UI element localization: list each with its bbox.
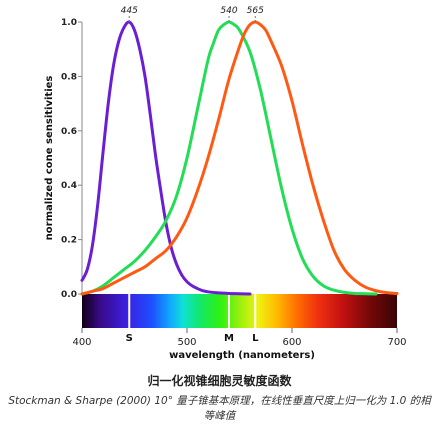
- x-tick-label: 600: [282, 337, 301, 348]
- y-tick-label: 1.0: [61, 18, 77, 28]
- peak-label: 565: [247, 6, 264, 16]
- x-axis-title: wavelength (nanometers): [169, 350, 315, 361]
- series-line-s: [80, 20, 252, 296]
- series-line-m: [80, 20, 378, 296]
- caption-title: 归一化视锥细胞灵敏度函数: [147, 374, 292, 388]
- series-lines: [80, 20, 399, 296]
- y-tick-label: 0.8: [61, 72, 77, 82]
- cone-sensitivity-chart: 0.0 0.2 0.4 0.6 0.8 1.0 400 500 600 700 445 540 56…: [44, 6, 407, 361]
- caption-text: Stockman & Sharpe (2000) 10° 量子锥基本原理，在线性…: [8, 395, 431, 422]
- y-axis-title: normalized cone sensitivities: [44, 76, 55, 241]
- peak-label: 540: [220, 6, 237, 16]
- y-ticks: 0.0 0.2 0.4 0.6 0.8 1.0: [61, 18, 82, 300]
- x-tick-label: 400: [72, 337, 91, 348]
- cone-label-s: S: [126, 333, 133, 344]
- cone-label-m: M: [224, 333, 234, 344]
- y-tick-label: 0.4: [61, 181, 77, 191]
- y-tick-label: 0.0: [61, 290, 77, 300]
- x-ticks: 400 500 600 700: [72, 328, 407, 348]
- cone-label-l: L: [252, 333, 259, 344]
- peak-labels: 445 540 565: [121, 6, 264, 24]
- peak-label: 445: [121, 6, 138, 16]
- cone-marks: [128, 294, 257, 328]
- y-tick-label: 0.6: [61, 127, 77, 137]
- series-line-l: [80, 20, 399, 296]
- y-tick-label: 0.2: [61, 236, 77, 246]
- x-tick-label: 700: [387, 337, 406, 348]
- x-tick-label: 500: [177, 337, 196, 348]
- spectrum-bar: [82, 294, 397, 328]
